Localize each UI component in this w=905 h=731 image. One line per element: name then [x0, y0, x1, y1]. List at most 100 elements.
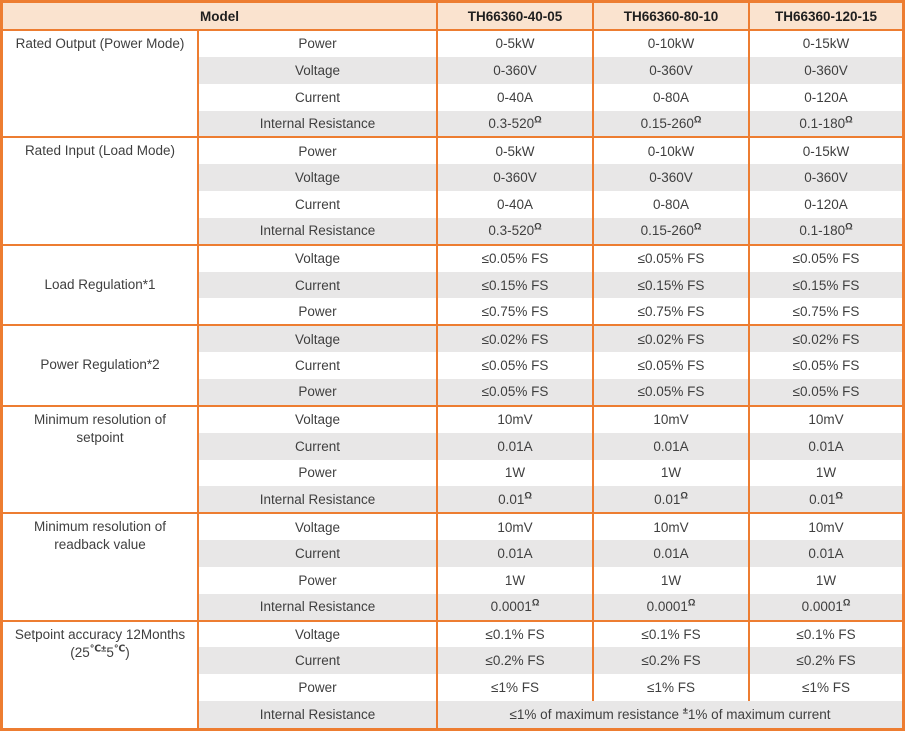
table-row: Power ≤1% FS ≤1% FS ≤1% FS	[3, 674, 902, 702]
value-cell: 0-5kW	[436, 29, 593, 57]
value-cell: 10mV	[436, 404, 593, 433]
section-label-setpoint-accuracy: Setpoint accuracy 12Months (25℃±5℃)	[3, 619, 198, 728]
value-cell: 0-120A	[748, 83, 902, 111]
value-cell: 0.3-520Ω	[436, 110, 593, 138]
value-cell: 0.01A	[436, 432, 593, 460]
table-row: Current 0-40A 0-80A 0-120A	[3, 83, 902, 111]
value-cell: ≤0.02% FS	[748, 324, 902, 353]
param-cell: Voltage	[197, 56, 437, 84]
value-cell: ≤1% FS	[748, 674, 902, 702]
value-cell: ≤0.2% FS	[748, 647, 902, 675]
value-cell: ≤0.05% FS	[592, 243, 749, 272]
value-cell: 0-120A	[748, 191, 902, 218]
section-label-text: Minimum resolution of	[33, 411, 167, 427]
value-cell: 10mV	[592, 512, 749, 541]
table-row: Power ≤0.75% FS ≤0.75% FS ≤0.75% FS	[3, 298, 902, 326]
param-cell: Power	[197, 674, 437, 702]
value-cell-spanning: ≤1% of maximum resistance ±1% of maximum…	[436, 701, 902, 728]
value-cell: 0.15-260Ω	[592, 110, 749, 138]
value-cell: ≤0.02% FS	[592, 324, 749, 353]
table-row: Rated Input (Load Mode) Power 0-5kW 0-10…	[3, 136, 902, 245]
section-label-rated-input: Rated Input (Load Mode)	[3, 136, 198, 245]
table-row: Internal Resistance 0.3-520Ω 0.15-260Ω 0…	[3, 217, 902, 245]
ohm-superscript: Ω	[534, 221, 542, 233]
section-label-text: Setpoint accuracy 12Months	[14, 626, 186, 642]
table-row: Internal Resistance ≤1% of maximum resis…	[3, 701, 902, 728]
value-cell: 0-80A	[592, 83, 749, 111]
value-cell: ≤0.05% FS	[748, 243, 902, 272]
value-cell: 0.15-260Ω	[592, 217, 749, 245]
table-row: Current ≤0.2% FS ≤0.2% FS ≤0.2% FS	[3, 647, 902, 675]
value-cell: 10mV	[436, 512, 593, 541]
param-cell: Voltage	[197, 512, 437, 541]
value-cell: 10mV	[592, 404, 749, 433]
table-row: Power ≤0.05% FS ≤0.05% FS ≤0.05% FS	[3, 378, 902, 406]
param-cell: Internal Resistance	[197, 701, 437, 728]
spec-table: Model TH66360-40-05 TH66360-80-10 TH6636…	[3, 3, 902, 728]
section-label-text: setpoint	[76, 430, 124, 446]
value-cell: 0.3-520Ω	[436, 217, 593, 245]
value-cell: 0.01Ω	[748, 486, 902, 514]
ohm-superscript: Ω	[534, 114, 542, 126]
value-cell: 0-80A	[592, 191, 749, 218]
table-row: Power 1W 1W 1W	[3, 566, 902, 594]
ohm-superscript: Ω	[693, 221, 702, 233]
table-row: Current ≤0.05% FS ≤0.05% FS ≤0.05% FS	[3, 352, 902, 379]
param-cell: Current	[197, 432, 437, 460]
value-cell: ≤0.1% FS	[592, 619, 749, 648]
value-cell: 0.01A	[748, 432, 902, 460]
model-column-header-3: TH66360-120-15	[748, 3, 902, 31]
value-cell: 0.1-180Ω	[748, 217, 902, 245]
section-label-load-regulation: Load Regulation*1	[3, 243, 198, 326]
value-cell: 0-360V	[592, 56, 749, 84]
ohm-superscript: Ω	[842, 597, 851, 609]
value-cell: 0.01A	[592, 540, 749, 567]
section-label-text: Rated Output (Power Mode)	[15, 36, 185, 51]
value-cell: 0-10kW	[592, 136, 749, 165]
table-row: Current 0-40A 0-80A 0-120A	[3, 191, 902, 218]
param-cell: Current	[197, 83, 437, 111]
table-row: Load Regulation*1 Voltage ≤0.05% FS ≤0.0…	[3, 243, 902, 326]
param-cell: Power	[197, 459, 437, 487]
table-row: Voltage 0-360V 0-360V 0-360V	[3, 56, 902, 84]
value-cell: ≤0.05% FS	[436, 352, 593, 379]
section-label-text: readback value	[54, 537, 146, 553]
value-cell: 1W	[748, 459, 902, 487]
value-cell: 1W	[592, 459, 749, 487]
value-cell: 0-10kW	[592, 29, 749, 57]
celsius-superscript: ℃±	[89, 643, 107, 655]
section-label-text: Rated Input (Load Mode)	[24, 143, 176, 159]
param-cell: Current	[197, 540, 437, 567]
ohm-superscript: Ω	[524, 490, 532, 502]
param-cell: Voltage	[197, 243, 437, 272]
value-cell: 0-360V	[748, 56, 902, 84]
table-row: Minimum resolution of setpoint Voltage 1…	[3, 404, 902, 514]
table-row: Internal Resistance 0.0001Ω 0.0001Ω 0.00…	[3, 593, 902, 621]
table-row: Voltage 0-360V 0-360V 0-360V	[3, 164, 902, 192]
value-cell: 0.01A	[748, 540, 902, 567]
value-cell: 1W	[436, 566, 593, 594]
param-cell: Internal Resistance	[197, 593, 437, 621]
table-row: Power 1W 1W 1W	[3, 459, 902, 487]
table-row: Setpoint accuracy 12Months (25℃±5℃) Volt…	[3, 619, 902, 728]
param-cell: Voltage	[197, 404, 437, 433]
param-cell: Internal Resistance	[197, 486, 437, 514]
value-cell: 0.01Ω	[592, 486, 749, 514]
value-cell: 0.01Ω	[436, 486, 593, 514]
param-cell: Internal Resistance	[197, 217, 437, 245]
value-cell: ≤0.15% FS	[748, 271, 902, 299]
value-cell: 0.01A	[592, 432, 749, 460]
ohm-superscript: Ω	[845, 114, 853, 126]
param-cell: Power	[197, 298, 437, 326]
value-cell: 0.0001Ω	[748, 593, 902, 621]
value-cell: ≤0.75% FS	[592, 298, 749, 326]
section-label-min-resolution-setpoint: Minimum resolution of setpoint	[3, 404, 198, 514]
section-label-text: Load Regulation*1	[44, 276, 156, 292]
value-cell: ≤0.05% FS	[592, 378, 749, 406]
section-label-temperature: (25℃±5℃)	[70, 643, 130, 660]
param-cell: Voltage	[197, 324, 437, 353]
table-row: Current 0.01A 0.01A 0.01A	[3, 432, 902, 460]
param-cell: Internal Resistance	[197, 110, 437, 138]
value-cell: ≤0.2% FS	[592, 647, 749, 675]
